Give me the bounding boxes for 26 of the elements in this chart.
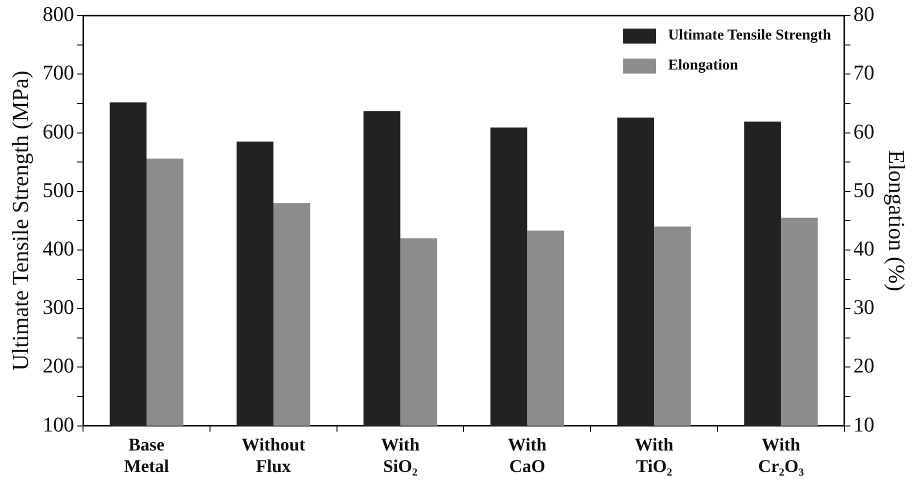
x-tick-label: With Cr₂O₃ (758, 434, 804, 476)
y2-tick-label: 80 (853, 2, 874, 26)
x-tick-label: Base Metal (124, 434, 170, 476)
y-tick-label: 100 (42, 412, 74, 436)
x-tick-label: With SiO₂ (380, 434, 420, 476)
y-tick-label: 800 (42, 2, 74, 26)
y-tick-label: 200 (42, 354, 74, 378)
y-axis-title: Ultimate Tensile Strength (MPa) (8, 70, 33, 371)
x-tick-label: Without Flux (242, 434, 306, 476)
y2-tick-label: 10 (853, 412, 874, 436)
x-tick-label: With TiO₂ (634, 434, 674, 476)
x-tick-label: With CaO (508, 434, 547, 476)
legend-label: Elongation (668, 57, 739, 74)
y2-tick-label: 30 (853, 295, 874, 320)
y2-axis-title: Elongation (%) (884, 150, 910, 292)
y2-tick-label: 20 (853, 354, 874, 378)
y2-tick-label: 60 (853, 119, 874, 144)
legend-label: Ultimate Tensile Strength (668, 27, 832, 44)
y-tick-label: 600 (42, 119, 74, 144)
y2-tick-label: 40 (853, 236, 874, 261)
y-tick-label: 500 (42, 178, 74, 202)
y-tick-label: 700 (42, 60, 74, 85)
y2-tick-label: 70 (853, 60, 874, 85)
y-tick-label: 300 (42, 295, 74, 320)
y-tick-label: 400 (42, 236, 74, 261)
y2-tick-label: 50 (853, 178, 874, 202)
